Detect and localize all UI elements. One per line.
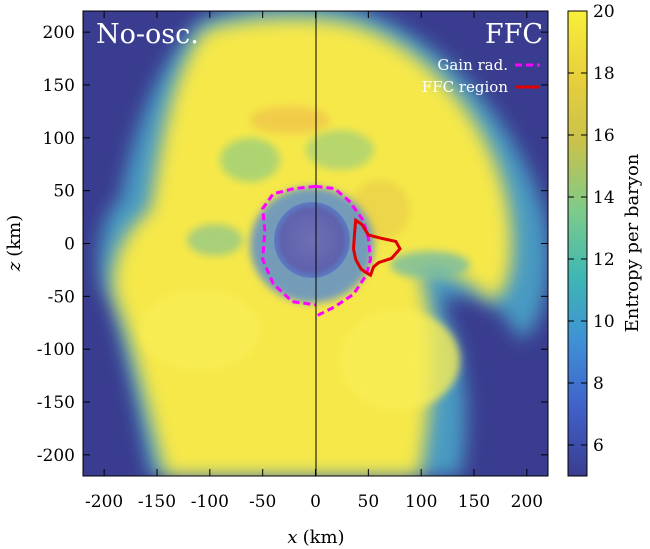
x-tick-label: 50 bbox=[358, 492, 380, 512]
x-axis-var: x bbox=[287, 527, 297, 548]
colorbar-tick-label: 20 bbox=[593, 2, 615, 22]
y-tick-label: 100 bbox=[43, 129, 75, 149]
patch-2 bbox=[306, 130, 374, 170]
y-tick-label: 50 bbox=[53, 182, 75, 202]
proto-neutron-star bbox=[274, 202, 350, 278]
gain-radius-right bbox=[315, 184, 373, 317]
x-tick-label: 100 bbox=[405, 492, 437, 512]
x-tick-label: 200 bbox=[511, 492, 543, 512]
colorbar bbox=[567, 10, 588, 477]
panel-label-right: FFC bbox=[485, 19, 543, 50]
colorbar-tick-label: 10 bbox=[593, 312, 615, 332]
y-tick-label: -200 bbox=[37, 446, 75, 466]
gain-radius-left bbox=[261, 184, 316, 307]
patch-1 bbox=[220, 138, 280, 182]
colorbar-tick-label: 8 bbox=[593, 374, 604, 394]
patch-3 bbox=[187, 224, 243, 256]
y-tick-label: 150 bbox=[43, 76, 75, 96]
colorbar-ticks: 6 8 10 12 14 16 18 20 bbox=[568, 2, 615, 456]
x-tick-label: -50 bbox=[249, 492, 276, 512]
plot-area: No-osc. FFC Gain rad. FFC region bbox=[83, 11, 548, 476]
colorbar-label: Entropy per baryon bbox=[622, 153, 643, 332]
y-axis-label: z (km) bbox=[4, 215, 25, 273]
y-tick-label: -150 bbox=[37, 393, 75, 413]
x-tick-label: -100 bbox=[191, 492, 229, 512]
colorbar-tick-label: 14 bbox=[593, 188, 615, 208]
y-axis-unit: (km) bbox=[4, 215, 25, 257]
y-axis-var: z bbox=[4, 261, 25, 272]
ffc-region-contour bbox=[351, 217, 402, 278]
x-axis-unit: (km) bbox=[303, 527, 345, 548]
colorbar-tick-label: 18 bbox=[593, 64, 615, 84]
x-tick-label: -150 bbox=[138, 492, 176, 512]
patch-5 bbox=[250, 106, 330, 134]
legend-label-ffc: FFC region bbox=[422, 78, 509, 96]
y-axis: -200 -150 -100 -50 0 50 100 150 200 bbox=[37, 23, 548, 466]
y-tick-label: -50 bbox=[48, 287, 75, 307]
y-tick-label: 200 bbox=[43, 23, 75, 43]
colorbar-tick-label: 16 bbox=[593, 126, 615, 146]
x-axis: -200 -150 -100 -50 0 50 100 150 200 bbox=[85, 11, 543, 512]
panel-label-left: No-osc. bbox=[96, 19, 199, 50]
x-axis-label: x (km) bbox=[287, 527, 344, 548]
colorbar-tick-label: 6 bbox=[593, 436, 604, 456]
patch-7 bbox=[140, 290, 260, 370]
x-tick-label: 0 bbox=[310, 492, 321, 512]
legend: Gain rad. FFC region bbox=[422, 56, 540, 96]
y-tick-label: 0 bbox=[64, 235, 75, 255]
x-tick-label: -200 bbox=[85, 492, 123, 512]
turbulent-structures bbox=[140, 106, 470, 410]
colorbar-tick-label: 12 bbox=[593, 250, 615, 270]
legend-label-gain: Gain rad. bbox=[437, 56, 508, 74]
patch-4 bbox=[390, 251, 470, 279]
x-tick-label: 150 bbox=[458, 492, 490, 512]
patch-8 bbox=[340, 310, 460, 410]
y-tick-label: -100 bbox=[37, 340, 75, 360]
